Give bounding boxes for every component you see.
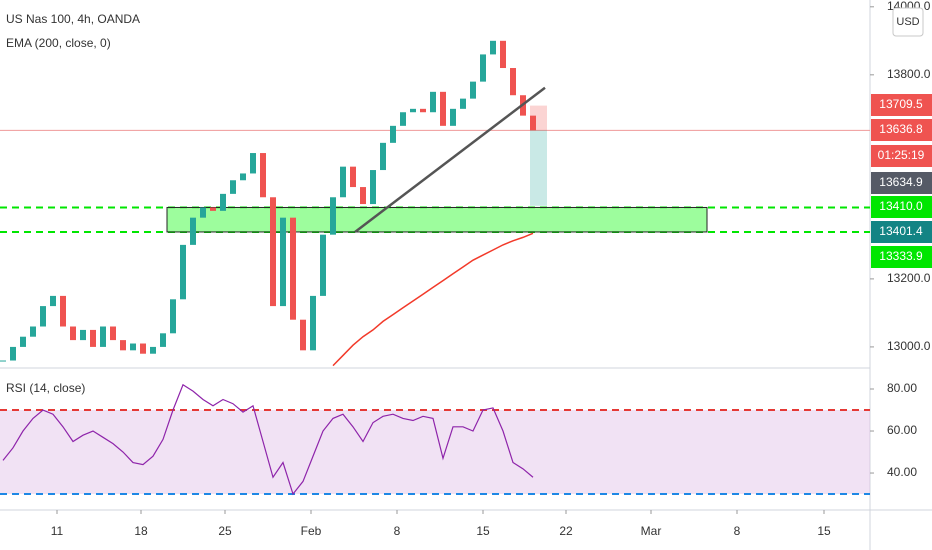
candle: [310, 295, 316, 351]
candle: [150, 346, 156, 354]
price-label: 13333.9: [879, 249, 923, 263]
candle: [100, 326, 106, 347]
price-label: 13410.0: [879, 199, 923, 213]
trendline: [354, 86, 546, 233]
candle: [300, 319, 306, 351]
candle: [450, 108, 456, 126]
rsi-band: [0, 410, 870, 495]
y-tick-label: 60.00: [887, 423, 917, 437]
rsi-legend: RSI (14, close): [6, 381, 85, 395]
candle: [280, 217, 286, 307]
candle: [110, 326, 116, 341]
candle: [440, 91, 446, 126]
candle: [0, 360, 6, 362]
candle: [510, 68, 516, 96]
candle: [80, 329, 86, 341]
candle: [250, 153, 256, 174]
x-tick-label: Mar: [641, 524, 662, 538]
currency-label: USD: [896, 16, 919, 28]
candle: [330, 197, 336, 235]
x-tick-label: 18: [134, 524, 148, 538]
candle: [390, 125, 396, 143]
candle: [230, 180, 236, 194]
candle: [170, 299, 176, 334]
candle: [420, 108, 426, 113]
support-zone: [166, 206, 708, 233]
rsi-line: [2, 383, 534, 496]
candle: [180, 244, 186, 300]
candle: [140, 343, 146, 354]
candle: [70, 326, 76, 341]
x-tick-label: 11: [51, 524, 64, 538]
x-tick-label: 25: [218, 524, 232, 538]
ema-line: [332, 232, 534, 367]
candle: [10, 346, 16, 361]
price-label-box: [871, 221, 932, 243]
candle: [410, 108, 416, 113]
currency-box: [892, 7, 924, 37]
candle: [460, 98, 466, 109]
price-label: 13636.8: [879, 122, 923, 136]
y-tick-label: 80.00: [887, 381, 917, 395]
candle: [130, 343, 136, 351]
candle: [400, 112, 406, 126]
candle: [490, 40, 496, 55]
candle: [350, 166, 356, 188]
candle: [200, 207, 206, 218]
candle: [40, 306, 46, 327]
price-label-box: [871, 246, 932, 268]
candle: [120, 340, 126, 351]
symbol-title: US Nas 100, 4h, OANDA: [6, 12, 140, 26]
ema-legend: EMA (200, close, 0): [6, 36, 111, 50]
y-tick-label: 40.00: [887, 465, 917, 479]
price-label-box: [871, 145, 932, 167]
candle: [240, 173, 246, 181]
candle: [340, 166, 346, 198]
price-label-box: [871, 94, 932, 116]
candle: [470, 81, 476, 99]
candle: [260, 153, 266, 198]
candle: [20, 336, 26, 347]
x-tick-label: 8: [394, 524, 401, 538]
x-tick-label: Feb: [301, 524, 322, 538]
candle: [160, 333, 166, 347]
candle: [220, 193, 226, 211]
candle: [430, 91, 436, 113]
x-tick-label: 22: [559, 524, 573, 538]
x-tick-label: 15: [476, 524, 490, 538]
candle: [190, 217, 196, 245]
price-label-box: [871, 172, 932, 194]
x-tick-label: 8: [734, 524, 741, 538]
candle: [30, 326, 36, 337]
price-label-box: [871, 119, 932, 141]
x-tick-label: 15: [817, 524, 831, 538]
candle: [500, 40, 506, 69]
candle: [270, 197, 276, 307]
target-box: [530, 130, 547, 206]
candle: [290, 217, 296, 320]
price-label-box: [871, 196, 932, 218]
candle: [480, 54, 486, 82]
price-label: 13401.4: [879, 224, 923, 238]
y-tick-label: 13800.0: [887, 67, 931, 81]
candle: [320, 234, 326, 296]
price-label: 13634.9: [879, 175, 923, 189]
candle: [210, 207, 216, 211]
candle: [90, 329, 96, 347]
price-label: 13709.5: [879, 97, 923, 111]
y-tick-label: 13200.0: [887, 271, 931, 285]
candle: [530, 115, 536, 131]
price-label: 01:25:19: [878, 148, 925, 162]
candle: [360, 187, 366, 205]
candle: [60, 295, 66, 327]
candle: [380, 142, 386, 171]
candle: [50, 295, 56, 307]
candle: [370, 170, 376, 205]
y-tick-label: 13000.0: [887, 339, 931, 353]
stop-box: [530, 105, 547, 131]
